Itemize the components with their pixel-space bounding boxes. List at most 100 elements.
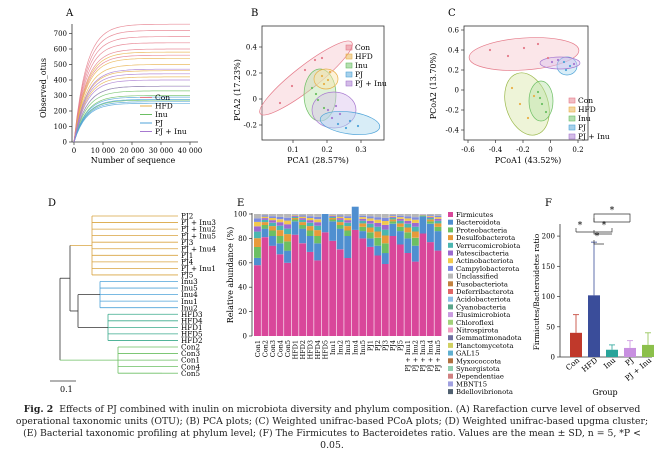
panel-b-y-label: PCA2 (17.23%) bbox=[233, 59, 242, 121]
abundance-segment bbox=[269, 218, 276, 220]
phylum-label: Bdellovibrionota bbox=[456, 388, 513, 396]
abundance-segment bbox=[307, 220, 314, 223]
c-xtick-label: 0 bbox=[548, 146, 552, 154]
abundance-segment bbox=[367, 247, 374, 336]
phylum-swatch bbox=[448, 274, 453, 279]
b-legend-label: Inu bbox=[355, 61, 368, 70]
f-ytick-label: 50 bbox=[546, 323, 555, 331]
phylum-swatch bbox=[448, 374, 453, 379]
abundance-segment bbox=[254, 265, 261, 336]
abundance-segment bbox=[427, 219, 434, 221]
pcoa-point bbox=[511, 87, 513, 89]
pcoa-point bbox=[523, 47, 525, 49]
abundance-segment bbox=[434, 219, 441, 221]
e-ytick-label: 0 bbox=[243, 333, 247, 341]
abundance-segment bbox=[404, 253, 411, 336]
a-xtick-label: 30 000 bbox=[149, 147, 174, 155]
abundance-segment bbox=[397, 231, 404, 244]
panel-f-y-label: Firmicutes/Bacteroidetes ratio bbox=[532, 233, 541, 350]
abundance-segment bbox=[262, 217, 269, 219]
abundance-segment bbox=[254, 232, 261, 239]
abundance-segment bbox=[404, 227, 411, 232]
abundance-segment bbox=[367, 238, 374, 247]
abundance-segment bbox=[412, 238, 419, 246]
abundance-segment bbox=[397, 227, 404, 231]
c-ytick-label: 0 bbox=[455, 87, 459, 95]
abundance-segment bbox=[329, 214, 336, 215]
abundance-segment bbox=[337, 217, 344, 219]
b-ytick-label: 0 bbox=[253, 96, 257, 104]
abundance-segment bbox=[344, 216, 351, 218]
abundance-segment bbox=[412, 227, 419, 232]
abundance-segment bbox=[389, 219, 396, 221]
abundance-segment bbox=[292, 215, 299, 216]
b-legend-swatch bbox=[346, 72, 352, 77]
abundance-segment bbox=[277, 230, 284, 236]
abundance-segment bbox=[262, 229, 269, 238]
abundance-segment bbox=[419, 234, 426, 337]
pca-point bbox=[314, 59, 316, 61]
phylum-swatch bbox=[448, 381, 453, 386]
a-xtick-label: 0 bbox=[72, 147, 76, 155]
sample-label: PJ + Inu5 bbox=[434, 340, 442, 372]
abundance-segment bbox=[412, 223, 419, 227]
abundance-segment bbox=[284, 221, 291, 225]
abundance-segment bbox=[374, 217, 381, 220]
abundance-segment bbox=[382, 236, 389, 244]
pcoa-point bbox=[537, 43, 539, 45]
pca-point bbox=[337, 123, 339, 125]
abundance-segment bbox=[427, 215, 434, 216]
abundance-segment bbox=[254, 258, 261, 265]
abundance-segment bbox=[389, 216, 396, 217]
phylum-swatch bbox=[448, 251, 453, 256]
abundance-segment bbox=[374, 220, 381, 223]
caption-text: Effects of PJ combined with inulin on mi… bbox=[16, 404, 648, 451]
abundance-segment bbox=[337, 216, 344, 217]
abundance-segment bbox=[359, 216, 366, 217]
abundance-segment bbox=[269, 246, 276, 336]
panel-b-y-ticks: 0.40.20-0.2 bbox=[244, 44, 263, 130]
abundance-segment bbox=[367, 214, 374, 216]
c-legend-label: HFD bbox=[578, 105, 596, 114]
abundance-segment bbox=[434, 231, 441, 251]
bracket-hfd-pjinu-top bbox=[594, 218, 630, 222]
abundance-segment bbox=[292, 221, 299, 234]
panel-a-label: A bbox=[65, 8, 74, 19]
abundance-segment bbox=[262, 237, 269, 336]
phylum-swatch bbox=[448, 220, 453, 225]
abundance-segment bbox=[269, 220, 276, 223]
abundance-segment bbox=[329, 241, 336, 336]
abundance-segment bbox=[344, 236, 351, 258]
panel-f-label: F bbox=[545, 198, 552, 209]
abundance-segment bbox=[299, 220, 306, 222]
abundance-segment bbox=[329, 220, 336, 222]
abundance-segment bbox=[254, 247, 261, 258]
abundance-segment bbox=[269, 236, 276, 246]
abundance-segment bbox=[337, 218, 344, 220]
abundance-segment bbox=[262, 218, 269, 220]
f-ytick-label: 100 bbox=[542, 293, 555, 301]
abundance-segment bbox=[337, 220, 344, 222]
b-legend-swatch bbox=[346, 45, 352, 50]
abundance-segment bbox=[329, 217, 336, 218]
abundance-segment bbox=[359, 238, 366, 336]
a-xtick-label: 40 000 bbox=[178, 147, 203, 155]
abundance-segment bbox=[292, 218, 299, 220]
phylum-swatch bbox=[448, 389, 453, 394]
phylum-swatch bbox=[448, 289, 453, 294]
abundance-segment bbox=[427, 216, 434, 217]
abundance-segment bbox=[412, 217, 419, 220]
abundance-segment bbox=[284, 214, 291, 218]
ratio-bar bbox=[570, 333, 582, 357]
abundance-segment bbox=[374, 227, 381, 232]
abundance-segment bbox=[314, 236, 321, 243]
abundance-segment bbox=[314, 222, 321, 226]
abundance-segment bbox=[314, 260, 321, 336]
phylum-swatch bbox=[448, 343, 453, 348]
abundance-segment bbox=[404, 224, 411, 228]
caption-label: Fig. 2 bbox=[24, 404, 54, 415]
